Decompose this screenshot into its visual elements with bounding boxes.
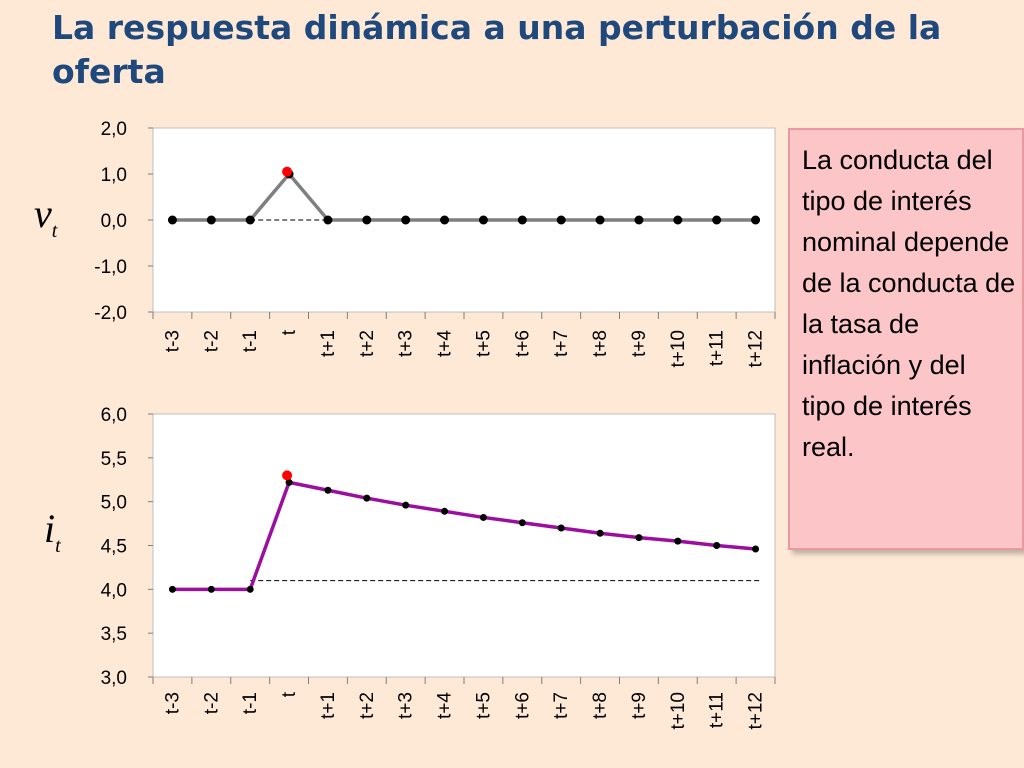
data-point xyxy=(751,215,761,225)
x-tick-label: t+9 xyxy=(629,692,650,719)
data-point xyxy=(713,542,721,549)
y-tick-label: 2,0 xyxy=(101,119,127,140)
data-point xyxy=(168,585,176,593)
shock-point xyxy=(282,470,293,481)
series-line xyxy=(172,480,756,592)
var-label-nu: vt xyxy=(34,190,57,242)
data-point xyxy=(207,585,215,593)
x-tick-label: t+6 xyxy=(512,330,533,357)
x-tick-label: t-3 xyxy=(162,692,183,714)
data-point xyxy=(478,215,488,225)
data-point xyxy=(401,215,411,225)
var-label-nu-sub: t xyxy=(51,220,58,242)
var-label-i: it xyxy=(44,505,61,557)
x-tick-label: t+11 xyxy=(707,330,728,366)
x-tick-label: t+4 xyxy=(435,330,456,357)
x-tick-label: t+7 xyxy=(551,692,572,719)
x-tick-label: t+2 xyxy=(357,330,378,357)
data-point xyxy=(635,534,643,542)
data-point xyxy=(285,478,293,486)
data-point xyxy=(557,524,565,532)
x-tick-label: t xyxy=(279,691,300,697)
var-label-nu-main: v xyxy=(34,191,52,236)
data-point xyxy=(362,215,372,225)
data-point xyxy=(324,486,332,494)
y-tick-label: 0,0 xyxy=(101,211,127,232)
var-label-i-main: i xyxy=(44,506,56,551)
y-tick-label: 4,0 xyxy=(101,580,127,601)
y-tick-label: 4,5 xyxy=(101,537,127,558)
x-tick-label: t+3 xyxy=(396,330,417,357)
data-point xyxy=(479,513,487,521)
data-point xyxy=(712,215,722,225)
x-tick-label: t+10 xyxy=(668,330,689,368)
data-point xyxy=(673,215,683,225)
y-tick-label: 6,0 xyxy=(101,405,127,426)
x-tick-label: t+2 xyxy=(357,692,378,719)
x-tick-label: t+5 xyxy=(473,692,494,719)
data-point xyxy=(440,215,450,225)
data-point xyxy=(518,519,526,527)
x-tick-label: t+1 xyxy=(318,330,339,357)
y-tick-label: 3,5 xyxy=(101,624,127,645)
chart-i: 6,0 5,5 5,0 4,5 4,0 3,5 3,0 t-3 t-2 t-1 t t+1 t+2 t+3… xyxy=(101,405,776,730)
data-point xyxy=(402,501,410,509)
y-tick-label: -2,0 xyxy=(94,303,127,324)
data-point xyxy=(556,215,566,225)
chart-nu: 2,0 1,0 0,0 -1,0 -2,0 t-3 t-2 t-1 t t+1 t+2 t+3 t+4 t… xyxy=(94,119,776,368)
x-tick-label: t+8 xyxy=(590,330,611,357)
x-tick-label: t+1 xyxy=(318,692,339,719)
data-point xyxy=(596,529,604,537)
x-tick-label: t-2 xyxy=(201,330,222,352)
data-point xyxy=(674,537,682,545)
data-point xyxy=(206,215,216,225)
shock-point xyxy=(282,166,293,177)
var-label-i-sub: t xyxy=(55,535,61,557)
x-tick-label: t-2 xyxy=(201,692,222,714)
x-tick-label: t+8 xyxy=(590,692,611,719)
x-tick-label: t-1 xyxy=(240,330,261,352)
y-tick-label: 5,5 xyxy=(101,449,127,470)
x-tick-label: t-1 xyxy=(240,692,261,714)
x-tick-label: t+12 xyxy=(746,330,767,368)
x-tick-label: t xyxy=(279,329,300,335)
data-point xyxy=(246,585,254,593)
x-tick-label: t+11 xyxy=(707,692,728,728)
data-point xyxy=(752,545,760,553)
data-point xyxy=(363,494,371,502)
data-point xyxy=(323,215,333,225)
data-point xyxy=(167,215,177,225)
x-tick-label: t+6 xyxy=(512,692,533,719)
data-point xyxy=(517,215,527,225)
y-tick-label: 1,0 xyxy=(101,165,127,186)
x-tick-label: t+9 xyxy=(629,330,650,357)
data-point xyxy=(441,507,449,515)
x-tick-label: t+12 xyxy=(746,692,767,730)
series-line xyxy=(172,172,756,222)
x-tick-label: t+7 xyxy=(551,330,572,357)
data-point xyxy=(634,215,644,225)
slide-title: La respuesta dinámica a una perturbación… xyxy=(52,8,942,91)
x-tick-label: t+3 xyxy=(396,692,417,719)
y-tick-label: 3,0 xyxy=(101,668,127,689)
note-box: La conducta del tipo de interés nominal … xyxy=(788,128,1024,550)
x-tick-label: t+10 xyxy=(668,692,689,730)
plot-area xyxy=(152,413,776,678)
x-tick-label: t-3 xyxy=(162,330,183,352)
data-point xyxy=(595,215,605,225)
x-tick-label: t+4 xyxy=(435,692,456,719)
data-point xyxy=(245,215,255,225)
y-tick-label: -1,0 xyxy=(94,257,127,278)
y-tick-label: 5,0 xyxy=(101,493,127,514)
x-tick-label: t+5 xyxy=(473,330,494,357)
